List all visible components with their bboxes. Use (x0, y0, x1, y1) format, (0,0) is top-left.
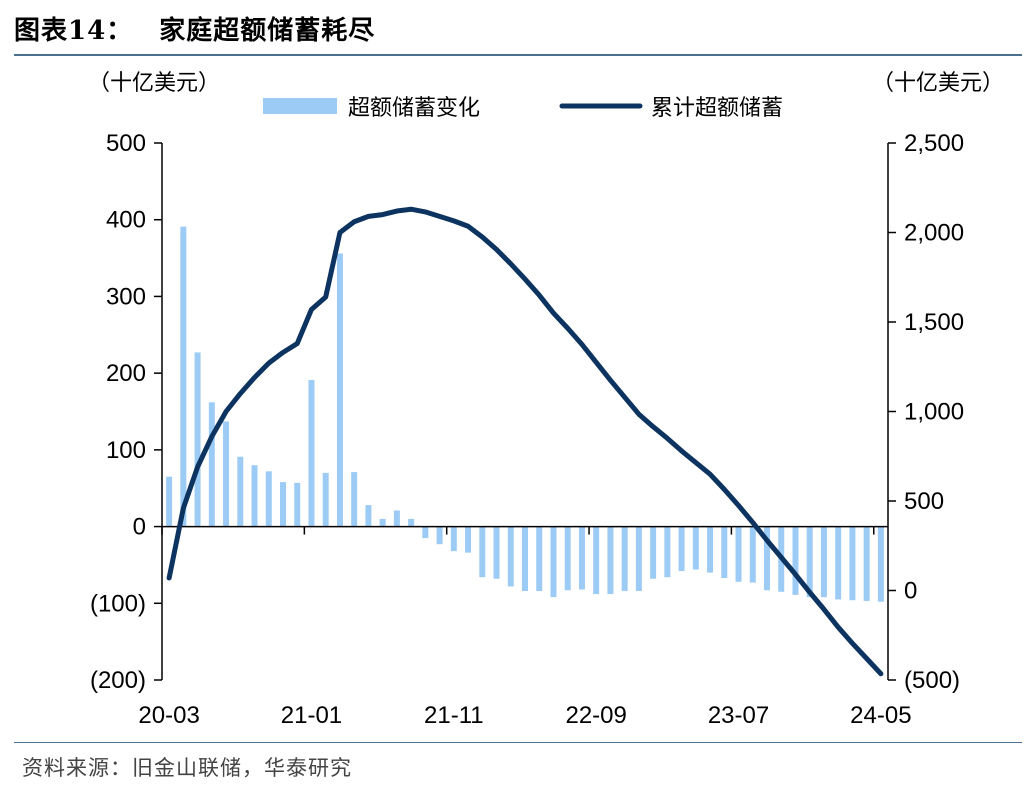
bar-excess-savings-change (493, 526, 500, 579)
bar-excess-savings-change (820, 526, 827, 598)
bar-excess-savings-change (180, 226, 187, 527)
left-axis-tick-label: 500 (106, 130, 146, 157)
right-axis-tick-label: 2,000 (904, 220, 964, 247)
bar-excess-savings-change (308, 380, 315, 527)
bar-excess-savings-change (877, 526, 884, 602)
x-axis-tick-label: 21-11 (424, 702, 484, 729)
bar-excess-savings-change (678, 526, 685, 572)
right-axis-tick-label: 2,500 (904, 130, 964, 157)
bottom-rule (14, 742, 1022, 743)
bar-excess-savings-change (351, 472, 358, 527)
chart-title: 图表14： 家庭超额储蓄耗尽 (14, 10, 375, 47)
x-axis-tick-label: 24-05 (850, 702, 911, 729)
legend-bar-label: 超额储蓄变化 (348, 96, 480, 121)
bar-excess-savings-change (721, 526, 728, 578)
bar-excess-savings-change (223, 421, 230, 527)
right-axis-tick-label: 0 (904, 578, 917, 605)
bar-excess-savings-change (436, 526, 443, 545)
bar-excess-savings-change (166, 476, 173, 527)
bar-excess-savings-change (749, 526, 756, 583)
bar-excess-savings-change (550, 526, 557, 598)
legend-bar-swatch (263, 98, 337, 114)
bar-excess-savings-change (365, 505, 372, 527)
bar-excess-savings-change (280, 482, 286, 527)
left-axis-tick-label: 100 (106, 437, 146, 464)
bar-excess-savings-change (336, 253, 343, 527)
right-axis-tick-label: 1,500 (904, 309, 964, 336)
left-unit-label: （十亿美元） (88, 71, 220, 96)
bar-excess-savings-change (692, 526, 699, 570)
bar-excess-savings-change (536, 526, 543, 592)
legend-line-label: 累计超额储蓄 (651, 96, 783, 121)
bar-excess-savings-change (849, 526, 856, 601)
title-text: 家庭超额储蓄耗尽 (159, 16, 376, 46)
bar-excess-savings-change (607, 526, 614, 595)
bar-excess-savings-change (237, 456, 244, 527)
right-axis-tick-label: 500 (904, 488, 944, 515)
left-axis-tick-label: 0 (133, 514, 146, 541)
right-axis-tick-label: 1,000 (904, 399, 964, 426)
bar-excess-savings-change (707, 526, 714, 573)
bar-excess-savings-change (294, 482, 301, 527)
bar-excess-savings-change (735, 526, 742, 582)
bar-excess-savings-change (664, 526, 671, 578)
bar-excess-savings-change (564, 526, 571, 591)
bar-excess-savings-change (251, 465, 258, 527)
bar-excess-savings-change (393, 510, 400, 527)
x-axis-tick-label: 22-09 (565, 702, 626, 729)
bar-excess-savings-change (578, 526, 585, 590)
bar-excess-savings-change (322, 472, 329, 527)
bar-excess-savings-change (764, 526, 770, 591)
left-axis-tick-label: 200 (106, 360, 146, 387)
bar-excess-savings-change (450, 526, 457, 552)
bar-excess-savings-change (806, 526, 813, 598)
left-axis-tick-label: (100) (90, 590, 146, 617)
x-axis-tick-label: 20-03 (138, 702, 199, 729)
bar-excess-savings-change (835, 526, 842, 600)
right-unit-label: （十亿美元） (872, 71, 1004, 96)
left-axis-tick-label: 300 (106, 283, 146, 310)
bar-excess-savings-change (408, 518, 415, 527)
bar-excess-savings-change (650, 526, 657, 579)
source-note: 资料来源：旧金山联储，华泰研究 (22, 756, 352, 780)
bar-excess-savings-change (479, 526, 486, 578)
bar-excess-savings-change (208, 402, 215, 527)
x-axis-tick-label: 23-07 (708, 702, 769, 729)
bar-excess-savings-change (593, 526, 600, 595)
chart-canvas: （十亿美元） （十亿美元） 超额储蓄变化 累计超额储蓄 500 400 300 200 100 0… (88, 71, 1004, 729)
bar-excess-savings-change (863, 526, 870, 601)
bar-excess-savings-change (194, 352, 201, 527)
bar-excess-savings-change (379, 518, 386, 527)
bar-excess-savings-change (422, 526, 429, 539)
left-axis-tick-label: 400 (106, 207, 146, 234)
bar-excess-savings-change (792, 526, 799, 595)
bar-excess-savings-change (621, 526, 628, 592)
figure-label: 图表14： (14, 16, 134, 46)
left-axis-tick-label: (200) (90, 667, 146, 694)
x-axis-tick-label: 21-01 (281, 702, 342, 729)
bar-excess-savings-change (635, 526, 642, 592)
bar-excess-savings-change (522, 526, 528, 592)
bar-excess-savings-change (465, 526, 472, 553)
bar-excess-savings-change (265, 471, 272, 527)
line-cumulative-excess-savings (166, 206, 884, 677)
top-rule (14, 54, 1022, 56)
bar-excess-savings-change (507, 526, 514, 587)
right-axis-tick-label: (500) (904, 667, 960, 694)
